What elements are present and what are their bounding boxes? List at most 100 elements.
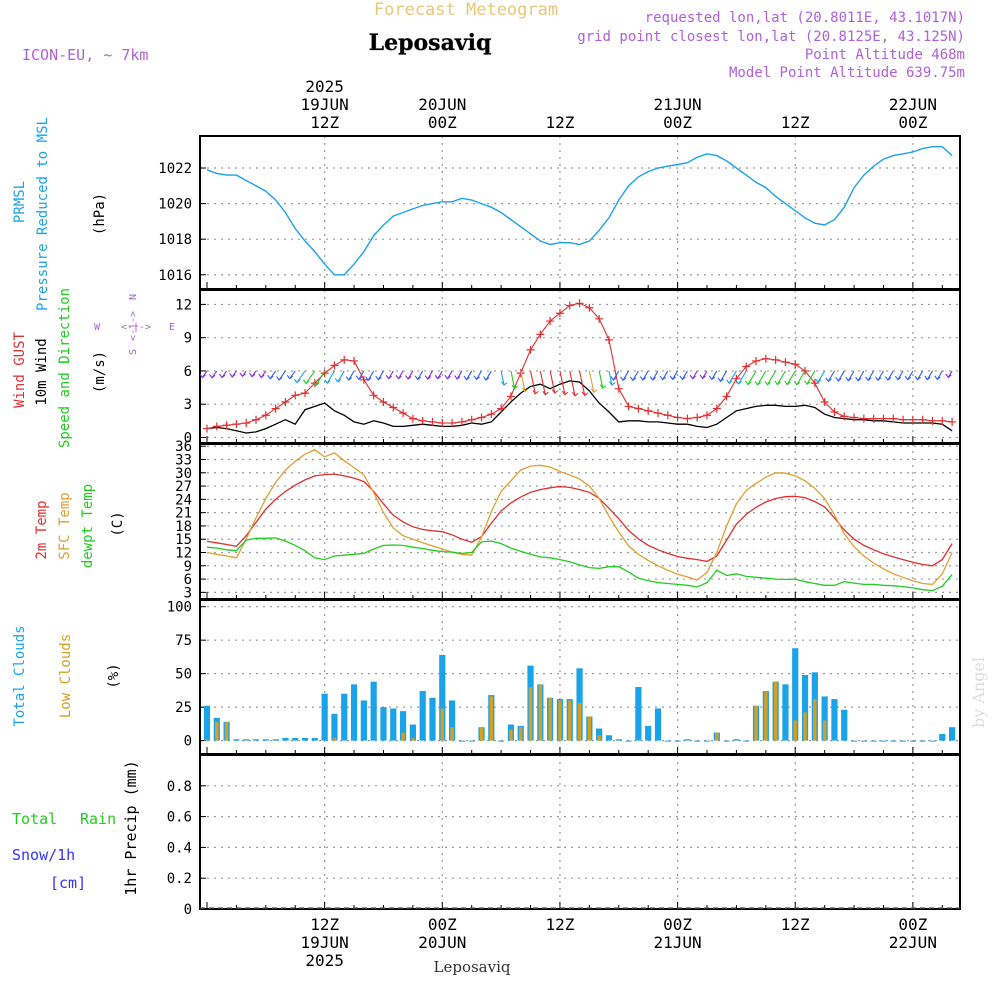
wind-label-dir: Speed and Direction xyxy=(57,288,73,448)
cloud-low-bar xyxy=(332,737,337,741)
wind-direction-arrow xyxy=(326,370,335,384)
wind-arrow-head xyxy=(303,379,310,385)
temp-line-2m-temp xyxy=(206,473,953,567)
cloud-total-bar xyxy=(301,737,309,741)
pressure-ytick-label: 1022 xyxy=(158,161,192,177)
wind-gust-marker xyxy=(242,419,251,428)
wind-arrow-head xyxy=(405,375,412,380)
wind-arrow-head xyxy=(313,381,320,387)
temp-label-2m: 2m Temp xyxy=(34,500,50,559)
pressure-label-prmsl: PRMSL xyxy=(12,181,28,223)
wind-gust-marker xyxy=(673,413,682,422)
wind-gust-marker xyxy=(752,356,761,365)
wind-arrow-head xyxy=(414,375,422,381)
pressure-ytick-label: 1018 xyxy=(158,232,192,248)
wind-arrow-head xyxy=(501,381,508,386)
wind-arrow-head xyxy=(620,376,627,382)
clouds-ytick-label: 0 xyxy=(184,734,192,750)
top-time-label: 12Z xyxy=(781,113,810,132)
clouds-label-low: Low Clouds xyxy=(58,634,74,718)
cloud-low-bar xyxy=(440,708,444,741)
wind-arrow-head xyxy=(511,384,518,390)
cloud-low-bar xyxy=(715,732,719,741)
temperature-ytick-label: 9 xyxy=(184,559,192,575)
wind-arrow-head xyxy=(334,378,342,383)
wind-gust-marker xyxy=(928,416,937,425)
cloud-total-bar xyxy=(390,708,397,741)
wind-arrow-head xyxy=(551,389,559,394)
wind-arrow-head xyxy=(894,375,902,381)
compass-arrow: <-|-> xyxy=(121,322,151,333)
cloud-total-bar xyxy=(890,740,897,742)
wind-gust-marker xyxy=(399,409,408,418)
wind-direction-arrow xyxy=(529,370,536,394)
temperature-ytick-label: 27 xyxy=(175,479,192,495)
wind-direction-arrow xyxy=(500,370,505,386)
wind-arrow-head xyxy=(229,373,236,378)
cloud-total-bar xyxy=(919,740,926,742)
footer-location: Leposaviq xyxy=(434,958,511,976)
cloud-total-bar xyxy=(370,681,377,741)
wind-arrow-head xyxy=(444,374,451,380)
wind-gust-marker xyxy=(722,392,731,401)
wind-arrow-head xyxy=(924,375,931,381)
temperature-ytick-label: 30 xyxy=(175,466,192,482)
wind-direction-arrow xyxy=(337,370,345,383)
wind-arrow-head xyxy=(904,375,912,381)
wind-arrow-head xyxy=(717,377,724,383)
wind-arrow-head xyxy=(945,373,952,379)
wind-panel: 0 3 6 9 12 xyxy=(175,289,961,446)
wind-gust-marker xyxy=(203,424,211,433)
chart-title: Forecast Meteogram xyxy=(374,0,558,20)
temperature-ytick-label: 33 xyxy=(175,453,192,469)
bottom-time-label: 12Z xyxy=(781,915,810,934)
cloud-total-bar xyxy=(684,739,691,741)
wind-direction-arrow xyxy=(612,370,620,381)
wind-direction-arrow xyxy=(681,370,688,380)
wind-direction-arrow xyxy=(907,370,914,380)
cloud-total-bar xyxy=(841,709,848,741)
wind-gust-marker xyxy=(467,415,476,424)
cloud-low-bar xyxy=(224,721,229,741)
wind-direction-arrow xyxy=(887,370,894,381)
wind-arrow-head xyxy=(708,375,716,381)
top-time-label: 00Z xyxy=(428,113,457,132)
wind-gust-marker xyxy=(565,301,574,310)
cloud-total-bar xyxy=(380,707,387,741)
wind-10m-line xyxy=(206,380,953,434)
wind-direction-arrow xyxy=(642,370,649,381)
wind-gust-marker xyxy=(938,416,947,425)
wind-gust-marker xyxy=(889,414,898,423)
cloud-total-bar xyxy=(782,684,789,741)
wind-arrow-head xyxy=(608,381,616,386)
pressure-line xyxy=(206,145,953,276)
temperature-ytick-label: 12 xyxy=(175,546,192,562)
temperature-frame xyxy=(199,443,961,600)
wind-direction-arrow xyxy=(549,370,556,394)
temperature-ytick-label: 15 xyxy=(175,532,192,548)
gridpoint-coords: grid point closest lon,lat (20.8125E, 43… xyxy=(577,29,965,45)
cloud-total-bar xyxy=(850,740,858,742)
cloud-total-bar xyxy=(625,740,632,742)
top-time-label: 00Z xyxy=(663,113,692,132)
wind-gust-marker xyxy=(653,409,662,418)
cloud-total-bar xyxy=(282,737,289,741)
temp-line-dewpt-temp xyxy=(206,537,953,592)
wind-gust-line xyxy=(206,302,953,430)
top-time-label: 22JUN xyxy=(889,95,937,114)
cloud-total-bar xyxy=(821,696,828,741)
cloud-low-bar xyxy=(509,729,513,741)
pressure-frame xyxy=(199,135,961,290)
temperature-ytick-label: 24 xyxy=(175,492,192,508)
wind-arrow-head xyxy=(293,378,301,384)
wind-direction-arrow xyxy=(877,370,884,381)
bottom-time-label: 00Z xyxy=(428,915,457,934)
wind-arrow-head xyxy=(934,375,941,381)
cloud-total-bar xyxy=(605,735,613,741)
wind-arrow-head xyxy=(649,376,656,381)
cloud-low-bar xyxy=(813,699,817,741)
wind-gust-marker xyxy=(546,317,555,326)
wind-gust-marker xyxy=(340,355,349,364)
